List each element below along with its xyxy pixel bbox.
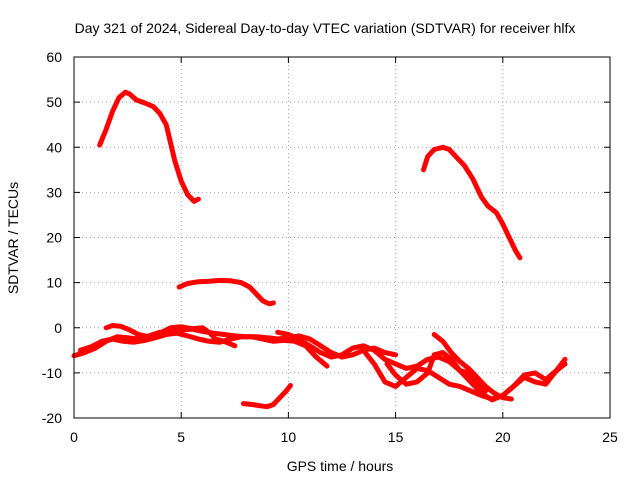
series-line-cluster-g [431, 332, 514, 402]
y-tick-label: -20 [42, 410, 62, 426]
x-tick-label: 15 [388, 429, 404, 445]
y-tick-label: 20 [46, 230, 62, 246]
y-tick-labels: -20 -10 0 10 20 30 40 50 60 [42, 49, 62, 426]
series-line-cluster-f [384, 350, 489, 394]
y-tick-label: 50 [46, 94, 62, 110]
y-tick-label: 10 [46, 275, 62, 291]
x-tick-label: 10 [281, 429, 297, 445]
series-line-cluster-e [360, 347, 568, 402]
series-line-cluster-d [275, 329, 568, 403]
series-line-arc-mid [176, 277, 276, 307]
series-line-arc-high-morning [97, 89, 201, 204]
y-axis-label: SDTVAR / TECUs [5, 182, 21, 294]
x-axis-label: GPS time / hours [287, 458, 394, 474]
axis-ticks [73, 56, 611, 419]
series-line-cluster-b [77, 330, 330, 369]
x-tick-label: 5 [177, 429, 185, 445]
series-group [71, 89, 568, 410]
y-tick-label: -10 [42, 365, 62, 381]
series-line-arc-low-short [240, 383, 293, 410]
y-tick-label: 40 [46, 139, 62, 155]
x-tick-label: 20 [495, 429, 511, 445]
grid [74, 57, 610, 418]
chart-title: Day 321 of 2024, Sidereal Day-to-day VTE… [75, 20, 576, 36]
y-tick-label: 0 [54, 320, 62, 336]
series-line-cluster-c [103, 323, 238, 349]
series-line-arc-high-evening [421, 144, 523, 261]
x-tick-label: 25 [602, 429, 618, 445]
y-tick-label: 30 [46, 184, 62, 200]
x-tick-label: 0 [70, 429, 78, 445]
x-tick-labels: 0 5 10 15 20 25 [70, 429, 618, 445]
y-tick-label: 60 [46, 49, 62, 65]
